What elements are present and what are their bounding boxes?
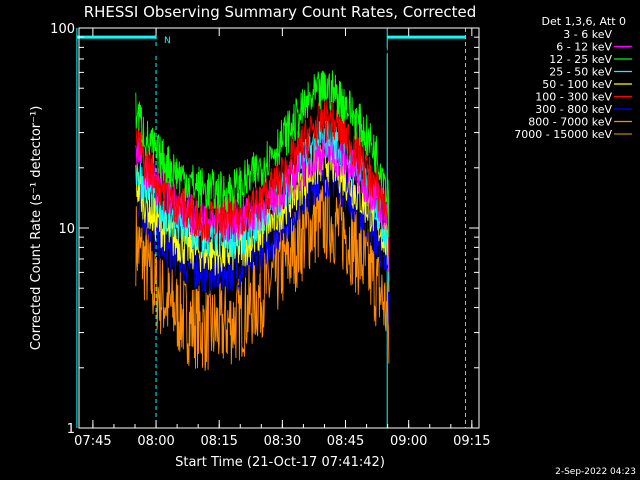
x-tick-label-6: 09:15: [453, 434, 490, 449]
x-tick-label-0: 07:45: [74, 434, 111, 449]
x-tick-label-3: 08:30: [264, 434, 301, 449]
x-tick-label-4: 08:45: [327, 434, 364, 449]
legend-item-6-label: 300 - 800 keV: [535, 103, 612, 116]
y-tick-label-2: 100: [50, 22, 75, 37]
legend-item-4-label: 50 - 100 keV: [542, 78, 612, 91]
plot-area: N: [76, 28, 467, 428]
x-tick-label-5: 09:00: [390, 434, 427, 449]
y-tick-label-0: 1: [67, 422, 75, 437]
legend-item-5-label: 100 - 300 keV: [535, 91, 612, 104]
legend-item-7-label: 800 - 7000 keV: [528, 116, 612, 129]
legend-item-8-label: 7000 - 15000 keV: [514, 128, 612, 141]
y-axis-label: Corrected Count Rate (s⁻¹ detector⁻¹): [29, 106, 44, 351]
x-tick-label-1: 08:00: [137, 434, 174, 449]
night-bar-label: N: [164, 36, 171, 46]
footer-timestamp: 2-Sep-2022 04:23: [555, 467, 636, 477]
legend-item-3-label: 25 - 50 keV: [549, 66, 612, 79]
legend-item-1-label: 6 - 12 keV: [556, 41, 612, 54]
x-axis: 07:45 08:00 08:15 08:30 08:45 09:00 09:15: [74, 28, 491, 449]
series-0-line: [131, 39, 434, 92]
y-axis: 1 10 100: [50, 22, 479, 437]
y-tick-label-1: 10: [58, 222, 75, 237]
legend-header: Det 1,3,6, Att 0: [542, 15, 626, 28]
legend-item-2-label: 12 - 25 keV: [549, 53, 612, 66]
legend-item-0-label: 3 - 6 keV: [563, 28, 612, 41]
x-tick-label-2: 08:15: [200, 434, 237, 449]
series-2-line: [135, 70, 390, 238]
chart-title: RHESSI Observing Summary Count Rates, Co…: [84, 3, 477, 21]
series-4-line: [135, 139, 390, 292]
series-7-line: [135, 178, 390, 371]
series-5-line: [135, 99, 390, 257]
x-axis-label: Start Time (21-Oct-17 07:41:42): [175, 455, 385, 470]
